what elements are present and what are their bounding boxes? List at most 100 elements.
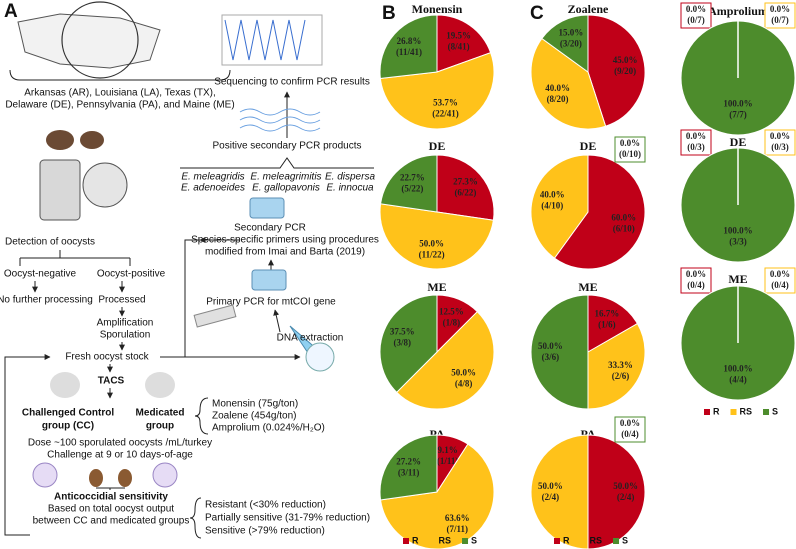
data-count: (2/6): [612, 371, 630, 381]
bracket: [180, 157, 374, 169]
step: Sequencing to confirm PCR results: [214, 77, 370, 88]
pie-slice: [395, 310, 495, 410]
data-label: 26.8%: [397, 36, 422, 46]
data-count: (7/11): [447, 524, 469, 534]
zero-label-box: [680, 129, 712, 156]
data-count: (1/6): [598, 320, 616, 330]
pie-slice: [587, 322, 646, 410]
data-label: 50.0%: [451, 368, 476, 378]
pie-slice: [530, 154, 589, 259]
group: Medicated: [136, 408, 185, 419]
pie-title: ME: [578, 280, 597, 294]
data-count: (2/4): [542, 492, 560, 502]
step: Fresh oocyst stock: [65, 352, 149, 363]
result: between CC and medicated groups: [33, 516, 190, 527]
step: Challenge at 9 or 10 days-of-age: [47, 450, 193, 461]
pie-slice: [530, 294, 589, 410]
data-label: 22.7%: [400, 173, 425, 183]
data-count: (8/20): [547, 94, 569, 104]
data-count: (3/20): [560, 39, 582, 49]
pie-slice: [587, 434, 646, 549]
pie-slice: [436, 154, 495, 221]
data-label: 50.0%: [613, 481, 638, 491]
step: DNA extraction: [277, 333, 344, 344]
pie-slice: [379, 294, 438, 394]
turkey: [80, 131, 104, 149]
legend-swatch: [613, 538, 620, 544]
legend-swatch: [462, 538, 469, 544]
pie-title: ME: [427, 280, 446, 294]
data-count: (6/10): [613, 224, 635, 234]
oocyst-plate: [32, 462, 58, 488]
data-count: (0/7): [771, 15, 789, 25]
brace: [194, 397, 209, 435]
chromatogram: [224, 19, 306, 61]
legend-label: S: [471, 535, 477, 545]
pie-slice: [587, 294, 639, 353]
feces: [89, 469, 103, 487]
data-count: (3/8): [393, 338, 411, 348]
loop: [4, 356, 45, 536]
pie-slice: [436, 14, 492, 73]
data-count: (8/41): [448, 41, 470, 51]
panel-a: A Arkansas (AR), Louisiana (LA), Texas (…: [0, 1, 379, 539]
data-label: 0.0%: [770, 131, 790, 141]
data-count: (0/10): [619, 149, 641, 159]
pie-slice: [379, 203, 494, 270]
data-count: (11/22): [419, 249, 445, 259]
data-count: (3/3): [729, 236, 747, 246]
data-label: 53.7%: [433, 98, 458, 108]
pie-title: Amprolium: [708, 4, 768, 18]
data-label: 15.0%: [559, 28, 584, 38]
connector: [184, 239, 200, 357]
chromatogram-frame: [221, 14, 323, 66]
data-label: 100.0%: [723, 225, 752, 235]
bracket: [9, 69, 231, 81]
pie-title: Monensin: [412, 2, 463, 16]
states: Delaware (DE), Pennsylvania (PA), and Ma…: [5, 100, 234, 111]
data-count: (5/22): [401, 184, 423, 194]
data-label: 100.0%: [723, 363, 752, 373]
step: Oocyst-positive: [97, 269, 166, 280]
zero-label-box: [680, 267, 712, 294]
criterion: Sensitive (>79% reduction): [205, 526, 325, 537]
zero-label-box: [764, 2, 796, 29]
connector: [96, 487, 125, 490]
pie-title: Zoalene: [568, 2, 609, 16]
data-count: (0/4): [621, 429, 639, 439]
turkey-icon: [50, 372, 80, 398]
legend-swatch: [403, 538, 409, 544]
drug: Zoalene (454g/ton): [212, 411, 297, 422]
data-count: (6/22): [454, 187, 476, 197]
brace: [189, 497, 202, 539]
pie-slice: [380, 154, 438, 213]
species: E. meleagridis: [181, 172, 244, 183]
pie-slice: [587, 14, 646, 127]
pcr-icon: [251, 269, 287, 291]
feces: [118, 469, 132, 487]
pie-title: ME: [728, 272, 747, 286]
data-count: (3/11): [398, 467, 420, 477]
legend-label: S: [622, 535, 628, 545]
data-label: 100.0%: [723, 98, 752, 108]
pie-slice: [379, 434, 438, 501]
step: Dose ~100 sporulated oocysts /mL/turkey: [28, 438, 212, 449]
data-label: 50.0%: [419, 238, 444, 248]
legend-label: R: [412, 535, 419, 545]
data-label: 40.0%: [540, 189, 565, 199]
legend-label: RS: [590, 535, 603, 545]
data-count: (22/41): [432, 109, 459, 119]
turkey: [46, 130, 74, 150]
data-label: 0.0%: [686, 4, 706, 14]
data-count: (0/4): [687, 280, 705, 290]
step: Amplification: [97, 318, 154, 329]
legend-swatch: [763, 409, 770, 415]
zero-label-box: [680, 2, 712, 29]
legend-swatch: [429, 538, 436, 544]
legend-label: R: [563, 535, 570, 545]
legend-label: RS: [439, 535, 452, 545]
species: E. meleagrimitis: [250, 172, 321, 183]
legend-swatch: [730, 409, 737, 415]
legend-label: S: [772, 406, 778, 416]
arrow: [273, 309, 281, 333]
